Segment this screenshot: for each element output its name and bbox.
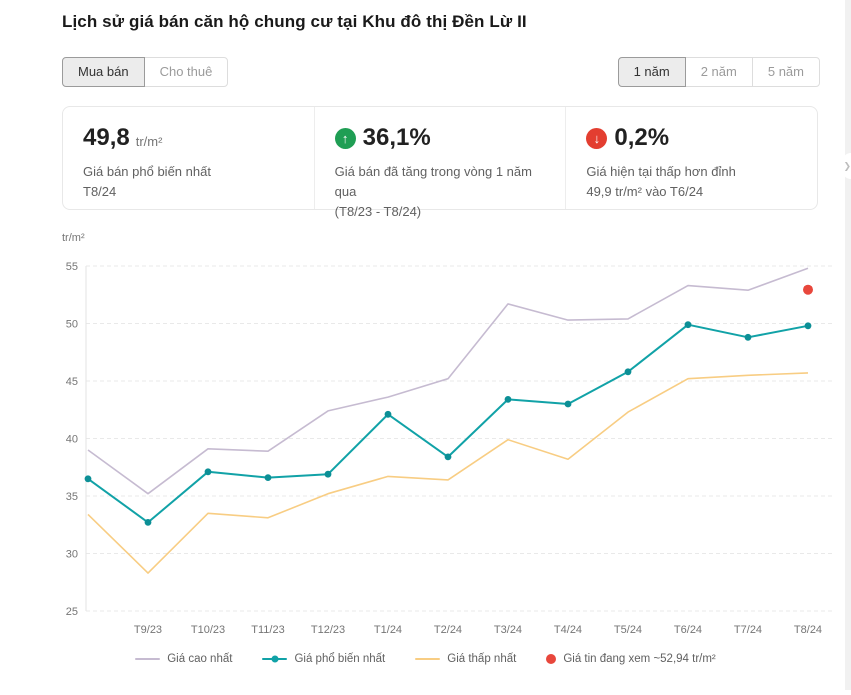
yearly-change-value: 36,1%: [362, 124, 431, 151]
data-point-dot: [804, 322, 812, 330]
line-dot-swatch-icon: [262, 655, 288, 663]
data-point-dot: [384, 410, 392, 418]
data-point-dot: [444, 453, 452, 461]
legend-label: Giá phổ biến nhất: [294, 653, 386, 665]
legend-label: Giá tin đang xem ~52,94 tr/m²: [563, 653, 716, 665]
panel-collapse-handle[interactable]: ❯: [842, 153, 851, 179]
common-price-desc: Giá bán phổ biến nhất: [83, 164, 211, 179]
current-listing-marker: [803, 284, 813, 295]
data-point-dot: [564, 400, 572, 408]
y-tick-label: 35: [66, 491, 78, 503]
yearly-change-desc: Giá bán đã tăng trong vòng 1 năm qua: [334, 164, 532, 199]
y-tick-label: 30: [66, 549, 78, 561]
price-history-chart: 25 30 35 40 45 50 55 T9/23 T10/23 T11/23 T12/23 T1/…: [66, 261, 834, 636]
y-tick-label: 45: [66, 376, 78, 388]
line-swatch-icon: [135, 658, 161, 660]
legend-item-gia-cao-nhat[interactable]: Giá cao nhất: [135, 653, 232, 665]
y-tick-label: 55: [66, 261, 78, 273]
y-tick-label: 25: [66, 606, 78, 618]
listing-type-toggle: Mua bán Cho thuê: [62, 57, 229, 87]
data-point-dot: [504, 396, 512, 403]
page-title: Lịch sử giá bán căn hộ chung cư tại Khu …: [62, 12, 527, 31]
data-point-dot: [324, 470, 332, 478]
data-point-dot: [264, 474, 272, 481]
series-line: [87, 372, 809, 574]
data-point-dot: [84, 475, 92, 483]
summary-stats-card: 49,8 tr/m² Giá bán phổ biến nhất T8/24 ↑…: [62, 106, 818, 219]
x-tick-label: T6/24: [674, 624, 702, 636]
x-tick-label: T12/23: [311, 624, 345, 636]
x-tick-label: T8/24: [794, 624, 822, 636]
arrow-down-icon: ↓: [586, 127, 608, 149]
y-tick-label: 40: [66, 434, 78, 446]
series-line: [87, 267, 809, 495]
data-point-dot: [744, 333, 752, 341]
common-price-period: T8/24: [83, 184, 117, 199]
data-point-dot: [684, 321, 692, 329]
common-price-value: 49,8: [83, 124, 130, 151]
x-tick-label: T7/24: [734, 624, 762, 636]
tab-cho-thue[interactable]: Cho thuê: [143, 57, 229, 87]
common-price-unit: tr/m²: [135, 133, 163, 149]
arrow-up-icon: ↑: [334, 127, 356, 149]
x-tick-label: T9/23: [134, 624, 162, 636]
legend-item-gia-thap-nhat[interactable]: Giá thấp nhất: [415, 653, 516, 665]
chevron-right-icon: ❯: [843, 160, 851, 171]
data-point-dot: [144, 519, 152, 526]
page-edge-strip: [845, 0, 851, 690]
below-peak-value: 0,2%: [614, 124, 670, 151]
legend-label: Giá thấp nhất: [447, 653, 517, 665]
chart-legend: Giá cao nhất Giá phổ biến nhất Giá thấp …: [0, 653, 851, 665]
time-range-toggle: 1 năm 2 năm 5 năm: [617, 57, 820, 87]
range-5-year-button[interactable]: 5 năm: [751, 57, 820, 87]
y-axis-unit-label: tr/m²: [62, 232, 85, 244]
below-peak-period: 49,9 tr/m² vào T6/24: [586, 184, 704, 199]
stat-yearly-change: ↑ 36,1% Giá bán đã tăng trong vòng 1 năm…: [313, 107, 566, 219]
stat-common-price: 49,8 tr/m² Giá bán phổ biến nhất T8/24: [63, 107, 314, 209]
x-tick-label: T10/23: [191, 624, 225, 636]
y-tick-label: 50: [66, 319, 78, 331]
stat-below-peak: ↓ 0,2% Giá hiện tại thấp hơn đỉnh 49,9 t…: [565, 107, 817, 209]
x-tick-label: T5/24: [614, 624, 642, 636]
range-1-year-button[interactable]: 1 năm: [617, 57, 686, 87]
line-swatch-icon: [415, 658, 441, 660]
legend-item-gia-tin-dang-xem[interactable]: Giá tin đang xem ~52,94 tr/m²: [546, 653, 716, 665]
range-2-year-button[interactable]: 2 năm: [684, 57, 753, 87]
legend-item-gia-pho-bien-nhat[interactable]: Giá phổ biến nhất: [262, 653, 385, 665]
below-peak-desc: Giá hiện tại thấp hơn đỉnh: [586, 164, 736, 179]
x-tick-label: T3/24: [494, 624, 522, 636]
dot-swatch-icon: [546, 654, 557, 664]
tab-mua-ban[interactable]: Mua bán: [62, 57, 145, 87]
series-line: [87, 323, 809, 524]
x-tick-label: T4/24: [554, 624, 582, 636]
legend-label: Giá cao nhất: [167, 653, 233, 665]
x-tick-label: T1/24: [374, 624, 402, 636]
data-point-dot: [624, 368, 632, 376]
data-point-dot: [204, 468, 212, 476]
yearly-change-period: (T8/23 - T8/24): [334, 204, 422, 219]
x-tick-label: T11/23: [251, 624, 284, 636]
x-tick-label: T2/24: [434, 624, 462, 636]
